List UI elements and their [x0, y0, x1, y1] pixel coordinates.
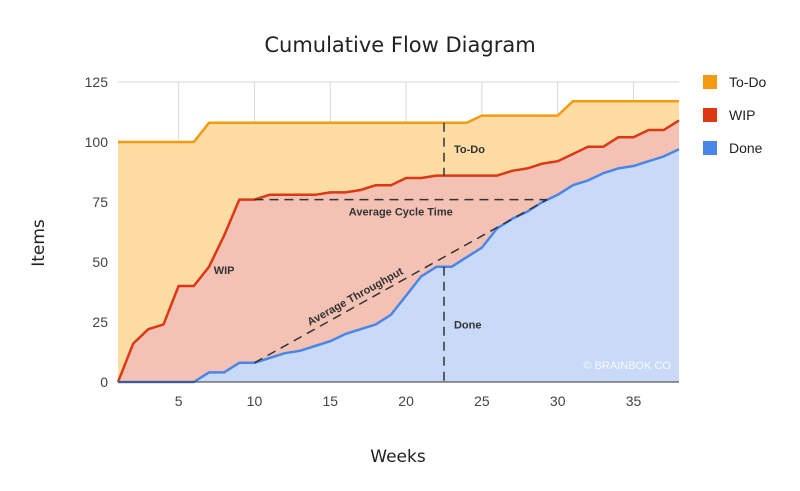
y-tick-label: 75	[92, 194, 108, 210]
x-tick-label: 15	[322, 393, 338, 409]
y-tick-label: 0	[100, 374, 108, 390]
legend-swatch-wip	[703, 108, 717, 122]
line-to-do	[118, 99, 679, 144]
line-wip	[116, 119, 680, 383]
x-axis-title: Weeks	[370, 447, 426, 467]
chart-title: Cumulative Flow Diagram	[264, 33, 535, 57]
annotation-label-wip: WIP	[214, 265, 235, 277]
watermark: © BRAINBOK CO	[583, 360, 671, 372]
series-areas	[118, 101, 679, 383]
annotation-label-done: Done	[454, 319, 482, 331]
legend: To-Do WIP Done	[703, 74, 767, 156]
legend-swatch-done	[703, 141, 717, 155]
annotation-label-average-cycle-time: Average Cycle Time	[349, 207, 453, 219]
line-done	[118, 148, 680, 384]
x-tick-label: 5	[175, 393, 183, 409]
y-tick-label: 100	[85, 134, 109, 150]
x-tick-label: 20	[398, 393, 414, 409]
legend-label-done: Done	[729, 140, 763, 156]
axis-ticks: 0 25 50 75 100 125 5 10 15 20 25 30 35	[85, 74, 642, 409]
series-lines	[116, 99, 680, 384]
legend-label-wip: WIP	[729, 107, 755, 123]
x-tick-label: 25	[474, 393, 490, 409]
annotation-line-3	[254, 198, 548, 364]
y-axis-title: Items	[29, 219, 49, 267]
legend-swatch-to-do	[703, 75, 717, 89]
y-tick-label: 50	[92, 254, 108, 270]
legend-label-to-do: To-Do	[729, 74, 767, 90]
x-tick-label: 10	[247, 393, 263, 409]
y-tick-label: 125	[85, 74, 109, 90]
y-tick-label: 25	[92, 314, 108, 330]
x-tick-label: 30	[550, 393, 566, 409]
area-done	[118, 149, 679, 382]
annotation-label-to-do: To-Do	[454, 144, 485, 156]
x-tick-label: 35	[626, 393, 642, 409]
